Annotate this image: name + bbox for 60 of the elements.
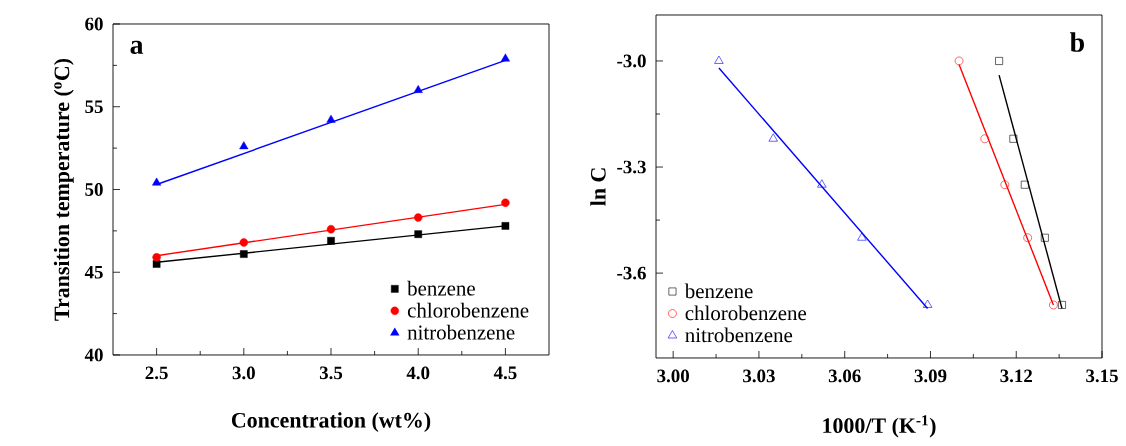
y-axis-title: ln C xyxy=(590,168,606,206)
point xyxy=(995,57,1003,65)
point xyxy=(857,232,867,241)
legend-label: nitrobenzene xyxy=(407,324,515,340)
point xyxy=(239,141,249,150)
legend-label: chlorobenzene xyxy=(685,305,807,321)
y-tick-label: 60 xyxy=(85,17,103,31)
x-tick-label: 4.5 xyxy=(493,366,517,380)
point xyxy=(768,133,778,142)
y-tick-label: 40 xyxy=(84,348,103,362)
point xyxy=(240,250,248,258)
x-tick-label: 3.12 xyxy=(1000,369,1032,383)
x-tick-label: 3.15 xyxy=(1086,369,1118,383)
x-tick-label: 3.06 xyxy=(828,369,861,383)
point xyxy=(1040,233,1049,242)
legend-label: benzene xyxy=(684,283,753,299)
legend-label: chlorobenzene xyxy=(407,302,529,318)
point xyxy=(327,236,335,245)
y-tick-label: -3.0 xyxy=(617,54,646,68)
point xyxy=(501,198,510,207)
x-tick-label: 3.5 xyxy=(319,366,343,380)
x-tick-label: 3.09 xyxy=(914,369,947,383)
x-tick-label: 3.03 xyxy=(743,369,775,383)
point xyxy=(500,53,510,62)
point xyxy=(817,179,827,188)
point xyxy=(326,114,336,123)
point xyxy=(954,56,964,66)
x-tick-label: 3.0 xyxy=(232,366,255,380)
point xyxy=(239,238,249,247)
x-axis-title: Concentration (wt%) xyxy=(231,412,431,433)
point xyxy=(501,222,510,230)
point xyxy=(152,253,161,262)
point xyxy=(152,177,162,186)
point xyxy=(414,213,423,222)
point xyxy=(1023,233,1032,243)
annotation: b xyxy=(1069,32,1084,52)
y-tick-label: 50 xyxy=(85,183,103,196)
x-tick-label: 4.0 xyxy=(406,366,430,380)
x-tick-label: 3.00 xyxy=(657,369,689,383)
y-tick-label: 45 xyxy=(84,265,103,279)
x-tick-label: 2.5 xyxy=(145,366,168,380)
point xyxy=(414,230,423,238)
legend-label: nitrobenzene xyxy=(685,327,793,343)
point xyxy=(980,134,990,144)
point xyxy=(1000,180,1010,190)
x-axis-title: 1000/T (K$^{-1}$) xyxy=(823,415,936,438)
y-tick-label: 55 xyxy=(85,100,103,114)
point xyxy=(413,84,423,93)
annotation: a xyxy=(130,40,144,55)
point xyxy=(1058,301,1066,309)
point xyxy=(1020,180,1029,189)
point xyxy=(1009,134,1018,143)
point xyxy=(1049,300,1058,310)
legend-label: benzene xyxy=(407,280,475,296)
point xyxy=(326,225,336,234)
point xyxy=(714,55,724,64)
y-axis-title: Transition temperature ($^{o}$C) xyxy=(53,58,74,321)
y-tick-label: -3.6 xyxy=(617,266,646,280)
y-tick-label: -3.3 xyxy=(617,160,646,174)
point xyxy=(922,299,933,308)
